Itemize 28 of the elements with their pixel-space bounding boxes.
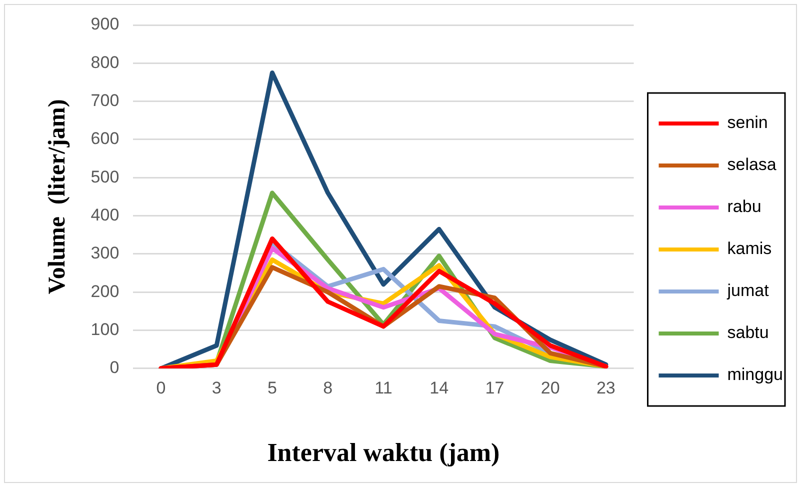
y-tick-label: 200 bbox=[90, 282, 120, 301]
x-tick-label: 0 bbox=[156, 378, 166, 398]
legend-label: minggu bbox=[727, 365, 784, 384]
legend-label: senin bbox=[727, 113, 768, 132]
y-tick-label: 500 bbox=[90, 167, 120, 186]
x-axis-title: Interval waktu (jam) bbox=[267, 438, 500, 468]
y-tick-label: 400 bbox=[90, 205, 120, 224]
legend-label: jumat bbox=[726, 281, 770, 300]
y-axis-title: Volume (liter/jam) bbox=[44, 99, 71, 294]
y-tick-label: 600 bbox=[90, 129, 120, 148]
legend-label: sabtu bbox=[727, 323, 769, 342]
x-tick-label: 11 bbox=[374, 378, 392, 398]
y-tick-label: 100 bbox=[90, 320, 120, 339]
y-tick-label: 900 bbox=[90, 14, 120, 34]
y-tick-label: 300 bbox=[90, 244, 120, 263]
x-tick-label: 14 bbox=[430, 378, 449, 398]
x-tick-label: 23 bbox=[596, 378, 616, 398]
legend-label: kamis bbox=[727, 239, 772, 258]
y-tick-label: 800 bbox=[90, 52, 120, 72]
x-tick-label: 17 bbox=[485, 378, 504, 398]
x-tick-label: 5 bbox=[267, 378, 277, 398]
x-tick-label: 3 bbox=[212, 378, 222, 398]
x-tick-label: 8 bbox=[323, 378, 333, 398]
y-tick-label: 0 bbox=[110, 358, 120, 378]
legend-label: selasa bbox=[727, 155, 777, 174]
y-tick-label: 700 bbox=[90, 91, 120, 110]
legend-label: rabu bbox=[727, 197, 762, 216]
x-tick-label: 20 bbox=[540, 378, 560, 398]
